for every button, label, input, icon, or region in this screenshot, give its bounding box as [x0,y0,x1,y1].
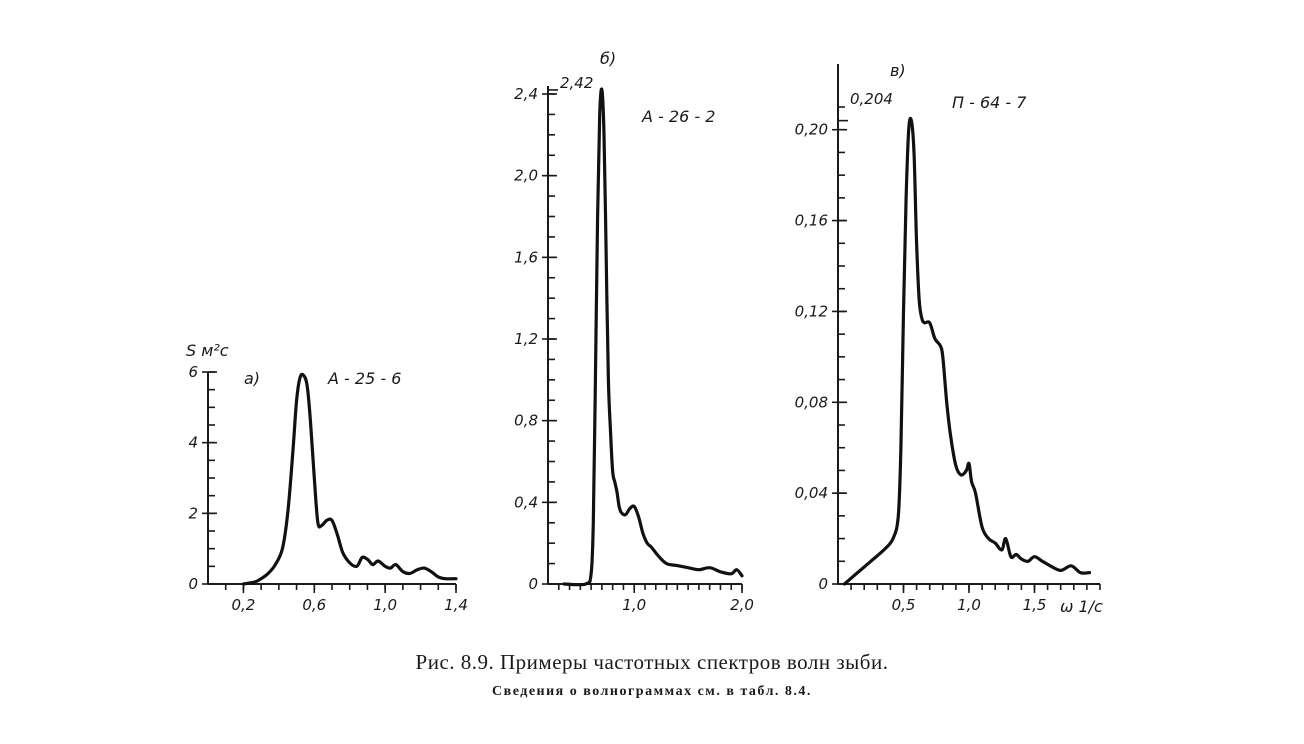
x-tick-label: 1,0 [957,596,981,614]
chart-title: А - 25 - 6 [327,369,401,388]
y-tick-label: 2,0 [514,167,538,185]
chart-title: П - 64 - 7 [952,93,1027,112]
chart-title: А - 26 - 2 [641,107,715,126]
peak-label: 2,42 [560,74,593,92]
y-tick-label: 1,6 [514,248,538,266]
x-tick-label: 1,0 [373,596,397,614]
x-tick-label: 1,0 [622,596,646,614]
x-tick-label: 0,6 [302,596,326,614]
spectrum-series-line [241,372,458,586]
x-axis-label: ω 1/с [1060,597,1103,616]
y-tick-label: 0 [818,575,828,593]
y-tick-label: 2,4 [514,85,538,103]
y-tick-label: 0 [188,575,198,593]
y-tick-label: 0,16 [795,212,828,230]
x-tick-label: 2,0 [730,596,754,614]
y-tick-label: 0,20 [795,121,828,139]
x-tick-label: 1,5 [1023,596,1047,614]
spectrum-series-line [842,116,1092,586]
y-axis-label: S м²с [186,341,229,360]
y-tick-label: 0,12 [795,302,828,320]
panel-b: 0 0,4 0,8 1,2 1,6 2,0 2,4 1,0 2,0 2,42 б) А - 26 - … [514,49,754,614]
panel-a: 0 2 4 6 0,2 0,6 1,0 1,4 а) А - 25 - 6 S м²с [186,341,468,614]
panel-label: в) [890,61,906,80]
figure-caption-note: Сведения о волнограммах см. в табл. 8.4. [492,684,812,699]
figure-caption: Рис. 8.9. Примеры частотных спектров вол… [415,650,889,674]
panel-label: а) [244,369,260,388]
y-tick-label: 0 [528,575,538,593]
x-tick-label: 1,4 [444,596,468,614]
y-tick-label: 2 [188,504,198,522]
y-tick-label: 4 [188,434,198,452]
y-tick-label: 1,2 [514,330,538,348]
y-tick-label: 0,08 [795,393,828,411]
y-tick-label: 0,04 [795,484,828,502]
y-tick-label: 6 [188,363,198,381]
x-tick-label: 0,2 [231,596,255,614]
y-tick-label: 0,8 [514,412,538,430]
spectrum-series-line [562,87,744,587]
panel-c: 0 0,04 0,08 0,12 0,16 0,20 0,5 1,0 1,5 0,204 в) П -… [795,61,1103,616]
x-tick-label: 0,5 [892,596,916,614]
panel-label: б) [600,49,616,68]
peak-label: 0,204 [850,90,893,108]
y-tick-label: 0,4 [514,493,538,511]
